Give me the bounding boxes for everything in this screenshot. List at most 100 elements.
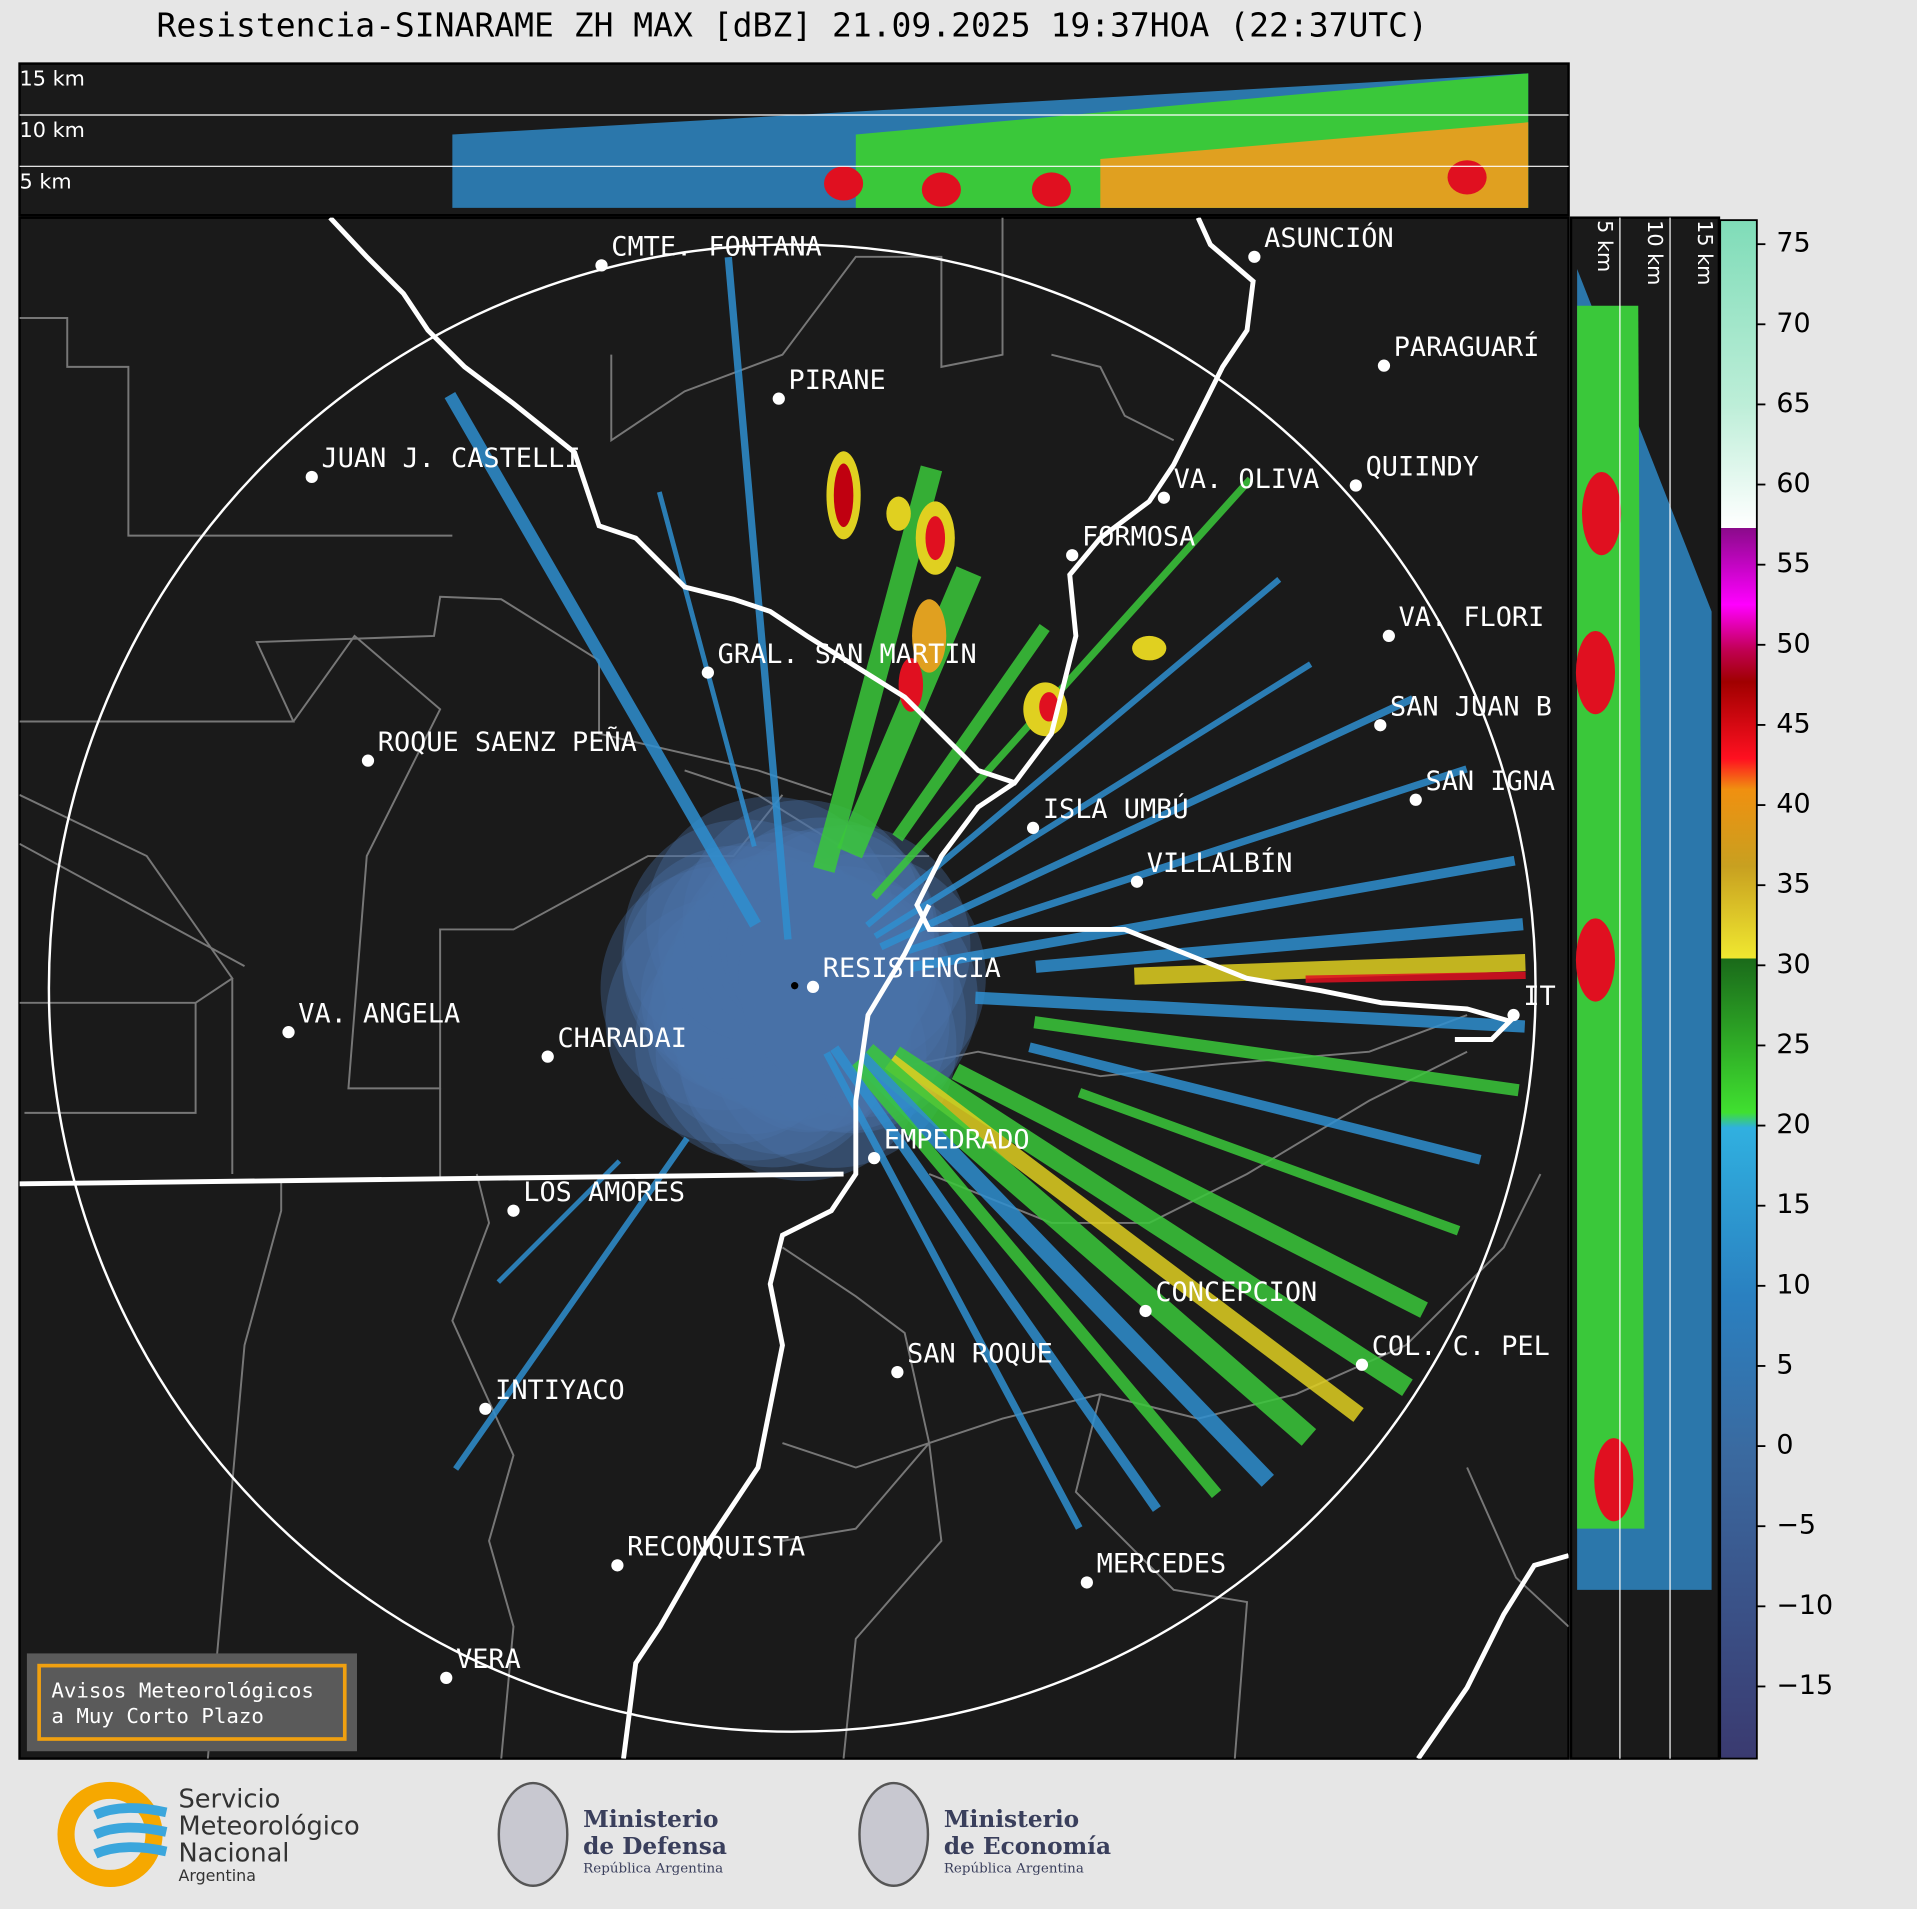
city-dot xyxy=(611,1559,624,1572)
city-label: PIRANE xyxy=(789,365,886,396)
colorbar-label: −10 xyxy=(1776,1590,1833,1621)
echo-ray xyxy=(1305,971,1526,983)
city-label: VERA xyxy=(456,1644,521,1675)
city-dot xyxy=(1409,793,1422,806)
city-label: RESISTENCIA xyxy=(823,953,1001,984)
colorbar-label: 40 xyxy=(1776,789,1810,820)
echo xyxy=(707,951,877,1122)
right-panel: 5 km 10 km 15 km xyxy=(1569,216,1721,1760)
city-label: EMPEDRADO xyxy=(884,1124,1030,1155)
echo-cell xyxy=(833,463,854,528)
echo-cell xyxy=(912,599,947,673)
echo xyxy=(691,830,893,1032)
city-label: LOS AMORES xyxy=(523,1177,685,1208)
echo xyxy=(740,880,978,1118)
city-dot xyxy=(1130,875,1144,888)
city-dot xyxy=(1355,1358,1369,1371)
echo-ray xyxy=(975,991,1526,1033)
city-label: ISLA UMBÚ xyxy=(1043,793,1189,825)
echo-ray xyxy=(724,256,792,940)
colorbar-label: 55 xyxy=(1776,548,1810,579)
echo xyxy=(1577,305,1645,1529)
height-label: 5 km xyxy=(20,169,72,193)
city-label: JUAN J. CASTELLI xyxy=(322,443,581,474)
echo xyxy=(621,845,848,1073)
echo-cell xyxy=(1594,1438,1634,1522)
echo-ray xyxy=(444,391,761,928)
echo xyxy=(724,861,889,1026)
city-label: SAN IGNA xyxy=(1426,766,1556,797)
echo-ray xyxy=(892,623,1050,842)
colorbar-label: 20 xyxy=(1776,1109,1810,1140)
echo-cell xyxy=(921,172,961,207)
city-dot xyxy=(440,1671,453,1684)
colorbar-label: 65 xyxy=(1776,388,1810,419)
city-label: VA. OLIVA xyxy=(1174,464,1320,495)
echo-ray xyxy=(907,765,1468,954)
echo-cell xyxy=(1575,918,1616,1002)
footer: Servicio Meteorológico Nacional Argentin… xyxy=(57,1781,1111,1887)
colorbar-label: 35 xyxy=(1776,869,1810,900)
echo xyxy=(623,819,864,1060)
colorbar-label: 25 xyxy=(1776,1029,1810,1060)
colorbar-label: 30 xyxy=(1776,949,1810,980)
city-dot xyxy=(305,470,318,484)
colorbar-label: 0 xyxy=(1776,1430,1793,1461)
colorbar-label: 50 xyxy=(1776,628,1810,659)
city-label: CMTE. FONTANA xyxy=(611,232,821,263)
echo-cell xyxy=(925,516,946,561)
city-label: INTIYACO xyxy=(495,1375,625,1406)
title: Resistencia-SINARAME ZH MAX [dBZ] 21.09.… xyxy=(157,6,1428,45)
city-label: SAN JUAN B xyxy=(1390,691,1552,722)
logo-text: Ministerio xyxy=(583,1806,718,1833)
echo xyxy=(655,935,888,1168)
echo-ray xyxy=(496,1159,622,1284)
city-label: ASUNCIÓN xyxy=(1264,222,1394,254)
echo-ray xyxy=(951,1063,1428,1318)
colorbar-label: 5 xyxy=(1776,1349,1793,1380)
city-dot xyxy=(1139,1304,1152,1318)
colorbar-label: −5 xyxy=(1776,1510,1816,1541)
echo-ray xyxy=(453,1136,690,1471)
logo-text: Nacional xyxy=(178,1838,289,1868)
echo-ray xyxy=(823,1051,1083,1530)
echo xyxy=(1100,122,1529,208)
city-dot xyxy=(595,259,608,272)
logo-text: Meteorológico xyxy=(178,1811,359,1841)
city-dot xyxy=(507,1204,520,1217)
city-dot xyxy=(282,1026,295,1039)
city-dot xyxy=(1382,629,1395,643)
city-dot xyxy=(806,980,820,994)
city-dot xyxy=(1026,821,1040,835)
echo xyxy=(744,865,939,1060)
echo xyxy=(640,900,835,1094)
city-dot xyxy=(479,1402,492,1415)
city-dot xyxy=(1507,1008,1520,1022)
city-dot xyxy=(1374,719,1387,732)
map: CMTE. FONTANA PIRANE JUAN J. CASTELLI GRAL.… xyxy=(18,216,1570,1760)
colorbar-label: −15 xyxy=(1776,1670,1833,1701)
city-dot xyxy=(772,392,785,405)
colorbar-label: 60 xyxy=(1776,468,1810,499)
city-dot xyxy=(541,1050,554,1063)
city-label: MERCEDES xyxy=(1097,1549,1227,1580)
echo-ray xyxy=(1035,918,1524,973)
city-label: SAN ROQUE xyxy=(907,1338,1053,1369)
city-dot xyxy=(701,666,714,679)
echo xyxy=(755,921,918,1084)
echo-ray xyxy=(889,1046,1413,1396)
echo xyxy=(682,800,923,1041)
echo-cell xyxy=(886,496,911,531)
echo-ray xyxy=(879,695,1415,951)
city-dot xyxy=(1349,479,1362,492)
city-label: ROQUE SAENZ PEÑA xyxy=(378,726,637,758)
logo-text: Ministerio xyxy=(944,1806,1079,1833)
city-dot xyxy=(1157,491,1171,504)
echo-ray xyxy=(837,566,982,859)
city-label: VILLALBÍN xyxy=(1147,847,1293,879)
echo-ray xyxy=(830,1045,1161,1512)
warning-text: Avisos Meteorológicos xyxy=(51,1678,314,1702)
echo-ray xyxy=(1134,953,1526,985)
city-dot xyxy=(1248,250,1261,263)
